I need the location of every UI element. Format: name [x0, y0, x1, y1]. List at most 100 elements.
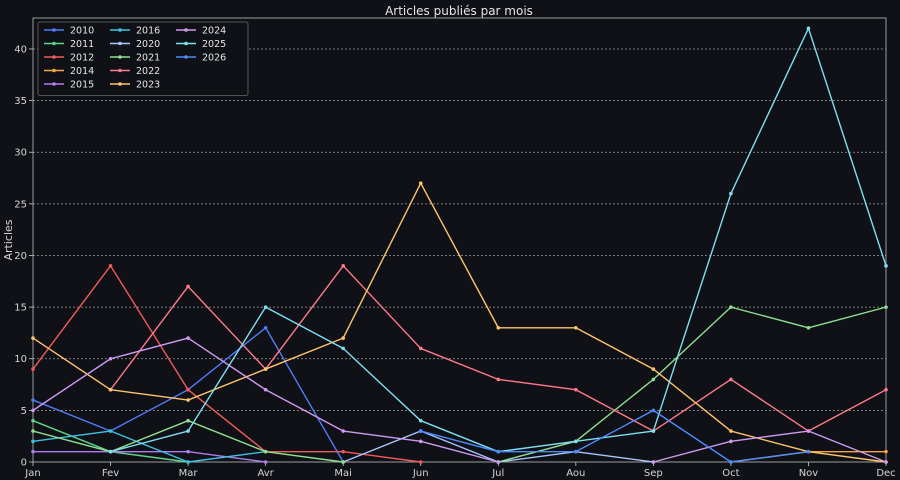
legend-marker	[184, 55, 188, 59]
data-point	[418, 346, 423, 351]
data-point	[341, 264, 345, 268]
data-point	[263, 305, 268, 309]
y-tick-label: 0	[21, 458, 27, 469]
series-line	[32, 419, 344, 463]
data-point	[186, 387, 190, 392]
data-point	[31, 439, 35, 444]
data-point	[729, 305, 733, 309]
legend-label: 2024	[202, 26, 226, 37]
x-tick-label: Jul	[491, 468, 504, 479]
legend-label: 2022	[136, 66, 160, 77]
legend-marker	[118, 68, 122, 73]
series-2022	[108, 264, 888, 433]
legend-marker	[52, 82, 56, 86]
data-point	[574, 325, 578, 330]
x-tick-label: Oct	[722, 468, 739, 479]
series-line	[420, 409, 809, 463]
data-point	[418, 439, 423, 444]
legend-item-2022: 2022	[110, 66, 160, 77]
data-point	[263, 367, 268, 371]
legend-item-2020: 2020	[110, 39, 160, 50]
data-point	[341, 449, 345, 454]
data-point	[186, 429, 190, 433]
legend-label: 2023	[136, 80, 160, 91]
legend-label: 2026	[202, 53, 226, 64]
y-tick-label: 15	[14, 303, 27, 314]
data-point	[418, 181, 423, 186]
data-point	[31, 398, 35, 402]
legend-marker	[184, 41, 188, 46]
legend-item-2011: 2011	[44, 39, 94, 50]
series-line	[32, 420, 189, 463]
data-point	[884, 460, 888, 464]
data-point	[108, 356, 113, 361]
data-point	[108, 264, 113, 268]
data-point	[186, 284, 190, 289]
legend-item-2026: 2026	[176, 53, 226, 64]
data-point	[496, 460, 501, 464]
data-point	[729, 191, 733, 196]
data-point	[806, 26, 811, 31]
data-point	[31, 336, 35, 340]
data-point	[884, 305, 888, 309]
chart-title: Articles publiés par mois	[385, 4, 533, 18]
legend-box	[37, 21, 249, 96]
data-point	[496, 325, 501, 330]
data-point	[341, 336, 345, 340]
y-tick-label: 35	[14, 96, 27, 107]
data-point	[341, 346, 345, 351]
series-2026	[418, 408, 811, 464]
data-point	[108, 429, 113, 433]
y-tick-label: 10	[14, 354, 27, 365]
data-point	[263, 387, 268, 392]
y-tick-label: 30	[14, 148, 27, 159]
data-point	[806, 325, 811, 330]
data-point	[651, 377, 656, 382]
legend-label: 2011	[70, 39, 94, 50]
data-point	[496, 377, 501, 382]
legend-marker	[118, 41, 122, 46]
data-point	[31, 408, 35, 413]
legend-item-2016: 2016	[110, 26, 160, 37]
data-point	[651, 408, 656, 413]
x-tick-label: Aou	[566, 468, 585, 479]
data-point	[186, 449, 190, 454]
data-point	[651, 429, 656, 433]
data-point	[341, 429, 345, 433]
legend-label: 2025	[202, 39, 226, 50]
data-point	[729, 429, 733, 433]
data-point	[108, 387, 113, 392]
legend: 2010 2011 2012 2014 2015 2016 2020 2021 2022 2023…	[37, 21, 249, 96]
data-point	[31, 429, 35, 433]
x-tick-label: Mai	[334, 468, 352, 479]
data-point	[418, 418, 423, 423]
data-point	[884, 449, 888, 454]
data-point	[418, 460, 423, 464]
gridlines	[33, 48, 886, 411]
legend-marker	[52, 28, 56, 32]
legend-item-2010: 2010	[44, 26, 94, 37]
data-point	[651, 367, 656, 371]
data-point	[806, 429, 811, 433]
data-point	[884, 387, 888, 392]
data-point	[186, 336, 190, 340]
data-point	[729, 460, 733, 464]
legend-label: 2014	[70, 66, 94, 77]
legend-item-2014: 2014	[44, 66, 94, 77]
legend-label: 2012	[70, 53, 94, 64]
series-line	[32, 182, 887, 463]
data-point	[651, 460, 656, 464]
y-tick-label: 25	[14, 199, 27, 210]
legend-item-2025: 2025	[176, 39, 226, 50]
legend-label: 2016	[136, 26, 160, 37]
data-point	[341, 460, 345, 464]
legend-item-2023: 2023	[110, 80, 160, 91]
data-point	[729, 439, 733, 444]
series-line	[32, 430, 266, 463]
plot-frame	[32, 17, 887, 463]
legend-marker	[118, 28, 122, 32]
y-axis-title: Articles	[2, 219, 15, 260]
data-point	[884, 264, 888, 268]
series-line	[653, 430, 887, 463]
